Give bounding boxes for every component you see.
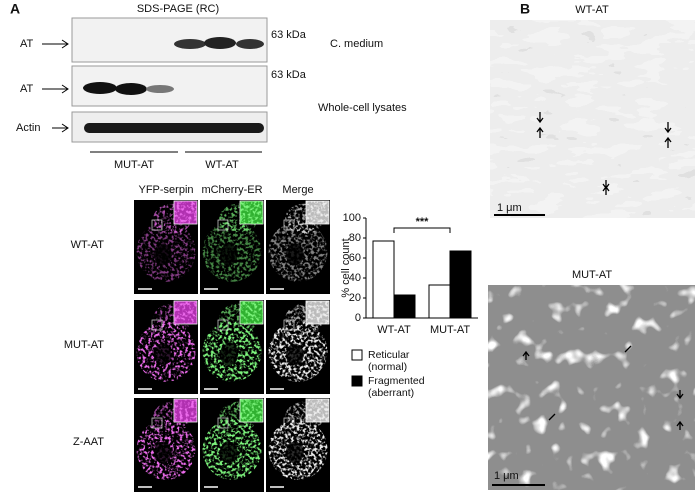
inset-texture (240, 301, 263, 324)
inset-texture (306, 301, 329, 324)
image-title: MUT-AT (572, 269, 612, 281)
em-texture (490, 20, 695, 218)
y-tick-label: 80 (349, 232, 361, 244)
column-label: Merge (282, 184, 313, 196)
inset-texture (306, 399, 329, 422)
sample: Whole-cell lysates (318, 102, 407, 114)
roi (151, 319, 163, 331)
em-texture (488, 285, 695, 490)
blots (42, 17, 268, 153)
row-label: AT (20, 38, 34, 50)
image-title: WT-AT (575, 4, 609, 16)
legend-swatch (351, 349, 363, 361)
row-label: WT-AT (71, 239, 105, 251)
scale-label: 1 μm (494, 470, 519, 482)
y-tick-label: 100 (343, 212, 361, 224)
roi (217, 219, 229, 231)
bar (449, 250, 472, 319)
roi (283, 219, 295, 231)
nucleus (219, 343, 238, 366)
bar (393, 294, 416, 319)
blot-title: SDS-PAGE (RC) (137, 3, 219, 15)
arrow (42, 39, 69, 133)
roi (151, 417, 163, 429)
band (115, 83, 147, 95)
nucleus (285, 243, 304, 266)
row-label: Z-AAT (73, 436, 104, 448)
roi (217, 417, 229, 429)
y-tick-label: 0 (355, 312, 361, 324)
nucleus (285, 441, 304, 464)
marker: 63 kDa (271, 29, 307, 41)
x-tick-label: MUT-AT (430, 324, 470, 336)
group-label: WT-AT (205, 159, 239, 171)
bar (428, 284, 451, 319)
blot-frame (71, 17, 268, 63)
panel-label: B (520, 1, 530, 17)
nucleus (285, 343, 304, 366)
inset-texture (174, 301, 197, 324)
group-label: MUT-AT (114, 159, 154, 171)
chart: 0 20 40 60 80 100 WT-AT MUT-AT *** (343, 212, 478, 387)
band (174, 39, 206, 49)
legend-swatch (351, 375, 363, 387)
nucleus (219, 243, 238, 266)
y-tick-label: 60 (349, 252, 361, 264)
band (146, 85, 174, 93)
micrographs (134, 200, 330, 492)
band (204, 37, 236, 49)
panel-label: A (10, 1, 20, 17)
inset-texture (240, 399, 263, 422)
row-label: MUT-AT (64, 339, 104, 351)
annotation: *** (416, 216, 430, 228)
legend-label: Fragmented (aberrant) (368, 375, 425, 399)
band (84, 123, 264, 133)
sample: C. medium (330, 38, 383, 50)
nucleus (219, 441, 238, 464)
y-tick-label: 40 (349, 272, 361, 284)
inset-texture (306, 201, 329, 224)
bar (372, 240, 395, 319)
band (83, 82, 117, 94)
y-axis-label: % cell count (340, 238, 352, 297)
x-tick-label: WT-AT (377, 324, 411, 336)
row-label: AT (20, 83, 34, 95)
row-label: Actin (16, 122, 40, 134)
y-tick-label: 20 (349, 292, 361, 304)
inset-texture (240, 201, 263, 224)
bracket (393, 227, 451, 233)
band (236, 39, 264, 49)
roi (283, 417, 295, 429)
nucleus (153, 243, 172, 266)
inset-texture (174, 399, 197, 422)
column-label: YFP-serpin (138, 184, 193, 196)
column-label: mCherry-ER (201, 184, 262, 196)
marker: 63 kDa (271, 69, 307, 81)
nucleus (153, 441, 172, 464)
nucleus (153, 343, 172, 366)
roi (151, 219, 163, 231)
arrow (522, 112, 684, 430)
scale-label: 1 μm (497, 202, 522, 214)
inset-texture (174, 201, 197, 224)
roi (217, 319, 229, 331)
legend-label: Reticular (normal) (368, 349, 410, 373)
roi (283, 319, 295, 331)
